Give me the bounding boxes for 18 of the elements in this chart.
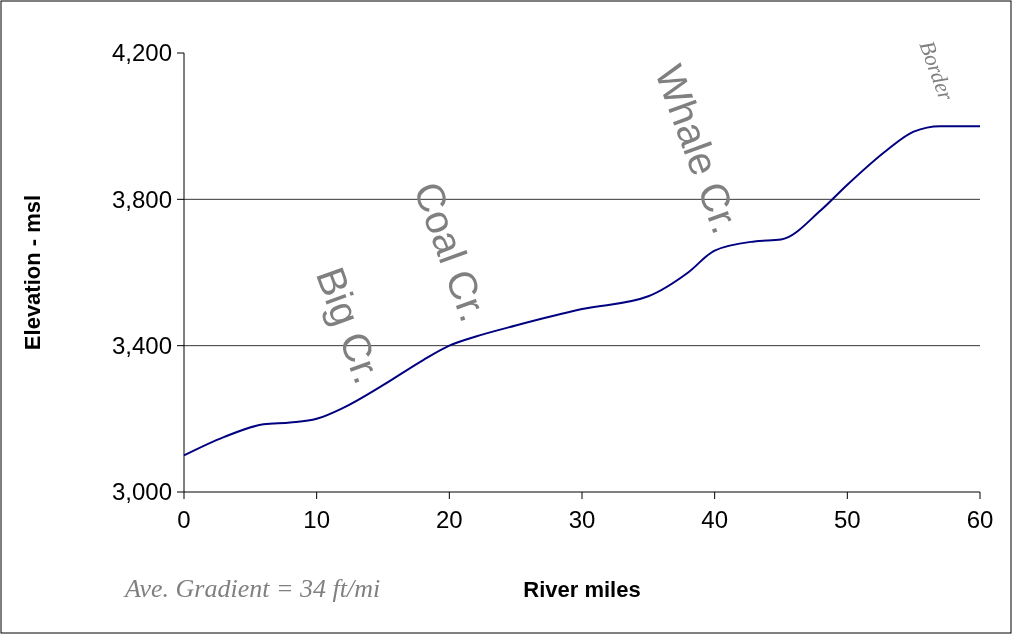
text: Ave. Gradient = 34 ft/mi bbox=[123, 574, 381, 603]
y-tick-label: 3,800 bbox=[111, 185, 172, 213]
y-axis-title: Elevation - msl bbox=[20, 194, 45, 351]
x-tick-label: 0 bbox=[177, 506, 191, 533]
annotation: Whale Cr. bbox=[647, 59, 749, 240]
x-tick-label: 30 bbox=[568, 506, 596, 533]
y-tick-label: 3,000 bbox=[111, 478, 172, 506]
x-tick-label: 40 bbox=[701, 506, 729, 533]
y-tick-label: 3,400 bbox=[111, 332, 172, 360]
x-tick-label: 60 bbox=[966, 506, 994, 533]
y-tick-label: 4,200 bbox=[111, 39, 172, 67]
annotation: Coal Cr. bbox=[405, 176, 497, 328]
x-axis-title: River miles bbox=[523, 577, 641, 602]
annotation: Big Cr. bbox=[307, 261, 391, 390]
annotation: Border bbox=[914, 37, 960, 105]
x-tick-label: 10 bbox=[303, 506, 331, 533]
x-tick-label: 20 bbox=[435, 506, 463, 533]
x-tick-label: 50 bbox=[833, 506, 861, 533]
